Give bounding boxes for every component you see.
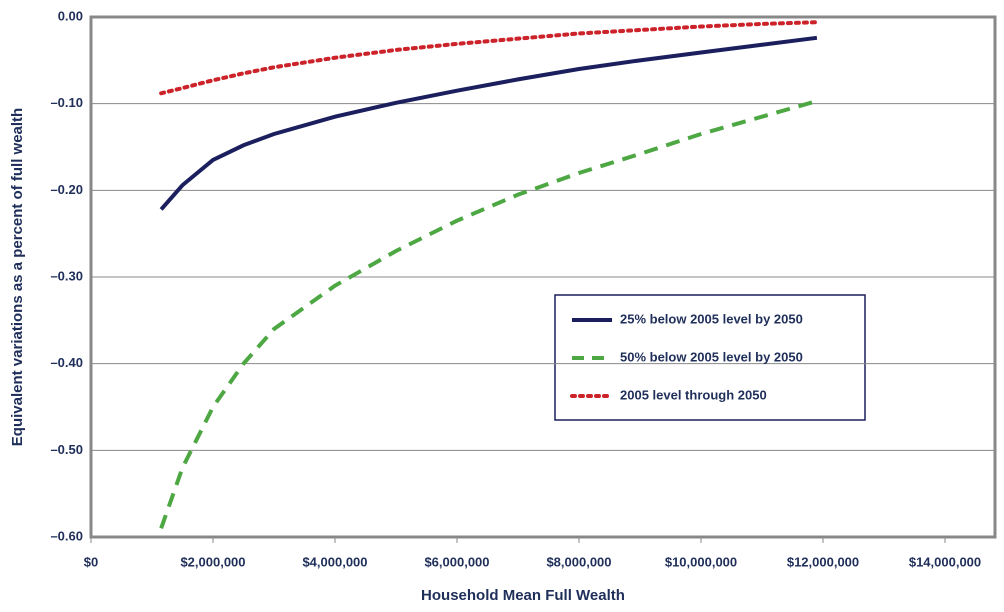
x-tick-label: $0 (84, 554, 98, 569)
series-line (159, 35, 818, 211)
y-tick-label: 0.00 (58, 8, 83, 23)
x-tick-label: $2,000,000 (180, 554, 245, 569)
y-tick-label: –0.50 (50, 442, 83, 457)
series-line (159, 99, 818, 529)
series-line (159, 20, 819, 96)
y-tick-label: –0.10 (50, 95, 83, 110)
x-axis-title: Household Mean Full Wealth (421, 587, 625, 604)
y-axis-title: Equivalent variations as a percent of fu… (9, 108, 26, 446)
x-tick-label: $8,000,000 (546, 554, 611, 569)
x-tick-label: $4,000,000 (302, 554, 367, 569)
x-tick-label: $14,000,000 (909, 554, 981, 569)
x-tick-label: $10,000,000 (665, 554, 737, 569)
legend-box (554, 294, 866, 421)
x-tick-label: $6,000,000 (424, 554, 489, 569)
x-tick-label: $12,000,000 (787, 554, 859, 569)
y-tick-label: –0.40 (50, 355, 83, 370)
y-tick-label: –0.30 (50, 268, 83, 283)
y-tick-label: –0.20 (50, 182, 83, 197)
legend-label: 25% below 2005 level by 2050 (620, 311, 803, 326)
legend-label: 50% below 2005 level by 2050 (620, 349, 803, 364)
plot-frame (89, 15, 997, 539)
legend-label: 2005 level through 2050 (620, 387, 767, 402)
y-tick-label: –0.60 (50, 528, 83, 543)
